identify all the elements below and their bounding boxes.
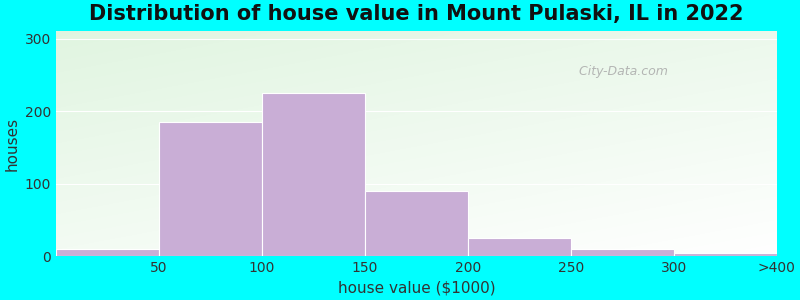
Bar <box>262 93 365 256</box>
Bar <box>571 249 674 256</box>
Bar <box>56 249 159 256</box>
Text: City-Data.com: City-Data.com <box>575 65 668 78</box>
Title: Distribution of house value in Mount Pulaski, IL in 2022: Distribution of house value in Mount Pul… <box>89 4 744 24</box>
X-axis label: house value ($1000): house value ($1000) <box>338 281 495 296</box>
Bar <box>468 238 571 256</box>
Bar <box>159 122 262 256</box>
Bar <box>674 253 777 256</box>
Y-axis label: houses: houses <box>4 117 19 171</box>
Bar <box>365 191 468 256</box>
